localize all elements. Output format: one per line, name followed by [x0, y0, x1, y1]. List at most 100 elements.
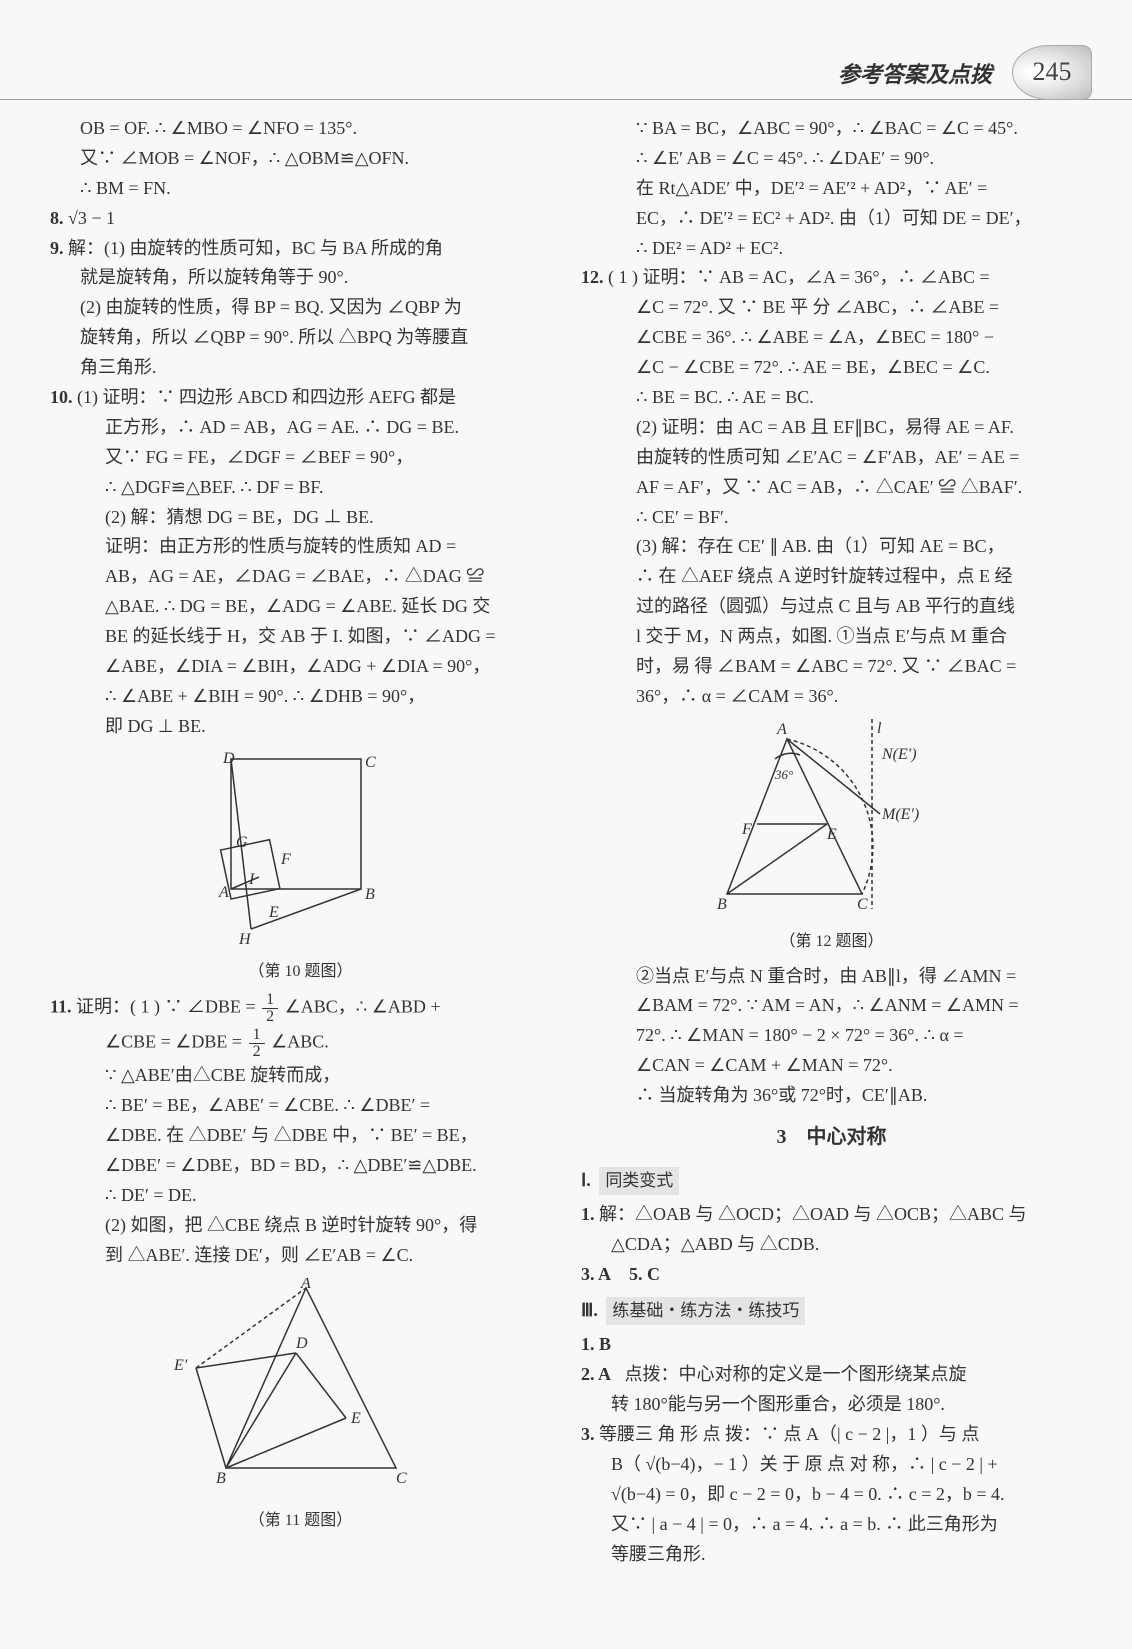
label-A: A: [776, 721, 787, 738]
figure-10: A B C D E F G H I （第 10 题图）: [50, 749, 551, 985]
header-title: 参考答案及点拨: [838, 58, 992, 92]
fraction-half: 1 2: [249, 1027, 265, 1060]
figure-10-caption: （第 10 题图）: [50, 960, 551, 985]
label-B: B: [717, 896, 727, 913]
text-line: ∠CAN = ∠CAM + ∠MAN = 72°.: [581, 1052, 1082, 1080]
label-A: A: [300, 1278, 311, 1292]
text-line: AF = AF′，又 ∵ AC = AB，∴ △CAE′ ≌ △BAF′.: [581, 474, 1082, 502]
text-line: 证明：由正方形的性质与旋转的性质知 AD =: [50, 533, 551, 561]
question-9: 9. 解：(1) 由旋转的性质可知，BC 与 BA 所成的角: [50, 235, 551, 263]
page-number: 245: [1033, 52, 1072, 92]
text-line: 在 Rt△ADE′ 中，DE′² = AE′² + AD²，∵ AE′ =: [581, 175, 1082, 203]
text-line: AB，AG = AE，∠DAG = ∠BAE，∴ △DAG ≌: [50, 563, 551, 591]
figure-11: A B C D E E′ （第 11 题图）: [50, 1278, 551, 1534]
text-line: 到 △ABE′. 连接 DE′，则 ∠E′AB = ∠C.: [50, 1242, 551, 1270]
section-I-title: 同类变式: [599, 1167, 679, 1195]
question-11: 11. 证明：( 1 ) ∵ ∠DBE = 1 2 ∠ABC，∴ ∠ABD +: [50, 992, 551, 1025]
text-line: ∠ABE，∠DIA = ∠BIH，∠ADG + ∠DIA = 90°，: [50, 653, 551, 681]
label-A: A: [218, 884, 229, 901]
label-B: B: [216, 1470, 226, 1487]
text-line: ∠DBE′ = ∠DBE，BD = BD，∴ △DBE′≌△DBE.: [50, 1152, 551, 1180]
section-prefix: Ⅲ.: [581, 1300, 598, 1320]
label-G: G: [236, 834, 248, 851]
text-line: ∠CBE = 36°. ∴ ∠ABE = ∠A，∠BEC = 180° −: [581, 324, 1082, 352]
label-F: F: [741, 821, 752, 838]
text-line: 点 拨：∵ 点 A（| c − 2 |，1 ）与 点: [703, 1424, 980, 1444]
figure-12-caption: （第 12 题图）: [581, 930, 1082, 955]
section-prefix: Ⅰ.: [581, 1170, 591, 1190]
text-line: √(b−4) = 0，即 c − 2 = 0，b − 4 = 0. ∴ c = …: [581, 1481, 1082, 1509]
text-part: ∠CBE = ∠DBE =: [105, 1032, 247, 1052]
label-B: B: [365, 886, 375, 903]
text-line: 72°. ∴ ∠MAN = 180° − 2 × 72° = 36°. ∴ α …: [581, 1022, 1082, 1050]
text-line: 解：(1) 由旋转的性质可知，BC 与 BA 所成的角: [68, 238, 443, 258]
answer-bold: 等腰三 角 形: [599, 1424, 698, 1444]
text-line: ∠DBE. 在 △DBE′ 与 △DBE 中，∵ BE′ = BE，: [50, 1122, 551, 1150]
text-line: l 交于 M，N 两点，如图. ①当点 E′与点 M 重合: [581, 623, 1082, 651]
label-Eprime: E′: [173, 1357, 188, 1374]
text-line: ∴ △DGF≌△BEF. ∴ DF = BF.: [50, 474, 551, 502]
text-line: 由旋转的性质可知 ∠E′AC = ∠F′AB，AE′ = AE =: [581, 444, 1082, 472]
question-1b: 1. B: [581, 1331, 1082, 1359]
text-line: 过的路径（圆弧）与过点 C 且与 AB 平行的直线: [581, 593, 1082, 621]
q-number: 3.: [581, 1424, 595, 1444]
text-line: EC，∴ DE′² = EC² + AD². 由（1）可知 DE = DE′，: [581, 205, 1082, 233]
label-F: F: [280, 851, 291, 868]
page-header: 参考答案及点拨 245: [0, 50, 1132, 100]
q-number: 9.: [50, 238, 64, 258]
text-line: ∠BAM = 72°. ∵ AM = AN，∴ ∠ANM = ∠AMN =: [581, 992, 1082, 1020]
question-2: 2. A 点拨：中心对称的定义是一个图形绕某点旋: [581, 1361, 1082, 1389]
text-line: 又∵ FG = FE，∠DGF = ∠BEF = 90°，: [50, 444, 551, 472]
q-number: 11.: [50, 997, 72, 1017]
label-E: E: [826, 826, 837, 843]
text-line: 就是旋转角，所以旋转角等于 90°.: [50, 264, 551, 292]
text-part: ∠ABC，∴ ∠ABD +: [285, 997, 441, 1017]
q-number: 1.: [581, 1204, 595, 1224]
text-line: 角三角形.: [50, 354, 551, 382]
section-3-heading: 3 中心对称: [581, 1122, 1082, 1153]
text-line: 即 DG ⊥ BE.: [50, 713, 551, 741]
text-line: ∴ ∠E′ AB = ∠C = 45°. ∴ ∠DAE′ = 90°.: [581, 145, 1082, 173]
text-line: ∴ ∠ABE + ∠BIH = 90°. ∴ ∠DHB = 90°，: [50, 683, 551, 711]
text-line: 时，易 得 ∠BAM = ∠ABC = 72°. 又 ∵ ∠BAC =: [581, 653, 1082, 681]
q-answer: √3 − 1: [68, 208, 115, 228]
text-line: (2) 证明：由 AC = AB 且 EF∥BC，易得 AE = AF.: [581, 414, 1082, 442]
text-line: ∴ 当旋转角为 36°或 72°时，CE′∥AB.: [581, 1082, 1082, 1110]
label-E: E: [268, 904, 279, 921]
label-36deg: 36°: [774, 767, 793, 782]
text-line: ∴ BE = BC. ∴ AE = BC.: [581, 384, 1082, 412]
text-line: 等腰三角形.: [581, 1541, 1082, 1569]
sub-section-I: Ⅰ. 同类变式: [581, 1161, 1082, 1201]
text-line: BE 的延长线于 H，交 AB 于 I. 如图，∵ ∠ADG =: [50, 623, 551, 651]
text-line: △CDA；△ABD 与 △CDB.: [581, 1231, 1082, 1259]
q-answer-5: 5. C: [629, 1264, 660, 1284]
label-I: I: [248, 871, 255, 888]
question-10: 10. (1) 证明：∵ 四边形 ABCD 和四边形 AEFG 都是: [50, 384, 551, 412]
label-N: N(E′): [881, 746, 917, 763]
q-answer-3: 3. A: [581, 1264, 611, 1284]
question-12: 12. ( 1 ) 证明：∵ AB = AC，∠A = 36°，∴ ∠ABC =: [581, 264, 1082, 292]
text-line: 正方形，∴ AD = AB，AG = AE. ∴ DG = BE.: [50, 414, 551, 442]
q-answer: 1. B: [581, 1334, 611, 1354]
text-line: 解：△OAB 与 △OCD；△OAD 与 △OCB；△ABC 与: [599, 1204, 1027, 1224]
text-line: ∴ BE′ = BE，∠ABE′ = ∠CBE. ∴ ∠DBE′ =: [50, 1092, 551, 1120]
frac-den: 2: [262, 1009, 278, 1025]
label-C: C: [396, 1470, 407, 1487]
left-column: OB = OF. ∴ ∠MBO = ∠NFO = 135°. 又∵ ∠MOB =…: [50, 115, 551, 1609]
text-line: (1) 证明：∵ 四边形 ABCD 和四边形 AEFG 都是: [77, 387, 456, 407]
fraction-half: 1 2: [262, 992, 278, 1025]
question-8: 8. √3 − 1: [50, 205, 551, 233]
frac-num: 1: [249, 1027, 265, 1044]
label-M: M(E′): [881, 806, 919, 823]
q-answer: 2. A: [581, 1364, 611, 1384]
text-part: 证明：( 1 ) ∵ ∠DBE =: [76, 997, 260, 1017]
text-line: B（ √(b−4)，− 1 ）关 于 原 点 对 称，∴ | c − 2 | +: [581, 1451, 1082, 1479]
text-line: △BAE. ∴ DG = BE，∠ADG = ∠ABE. 延长 DG 交: [50, 593, 551, 621]
label-D: D: [295, 1335, 308, 1352]
text-line: ∵ △ABE′由△CBE 旋转而成，: [50, 1062, 551, 1090]
text-line: ( 1 ) 证明：∵ AB = AC，∠A = 36°，∴ ∠ABC =: [608, 267, 990, 287]
label-D: D: [222, 750, 235, 767]
text-line: ∠C = 72°. 又 ∵ BE 平 分 ∠ABC，∴ ∠ABE =: [581, 294, 1082, 322]
text-line: 又∵ ∠MOB = ∠NOF，∴ △OBM≌△OFN.: [50, 145, 551, 173]
text-line: ∠C − ∠CBE = 72°. ∴ AE = BE，∠BEC = ∠C.: [581, 354, 1082, 382]
